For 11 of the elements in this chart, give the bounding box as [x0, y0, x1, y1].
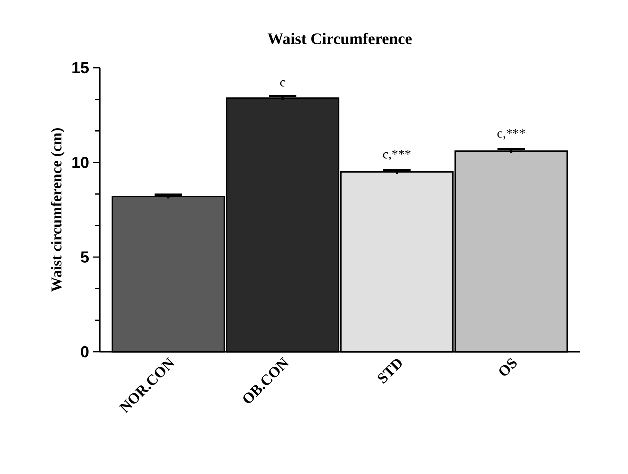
y-tick-label: 15 [72, 62, 90, 74]
chart-title: Waist Circumference [268, 32, 412, 44]
x-tick-label: OS [500, 358, 517, 376]
annotation: c,*** [383, 150, 411, 161]
y-axis-title: Waist circumference (cm) [51, 128, 65, 292]
y-tick-label: 5 [81, 252, 90, 263]
y-tick-label: 10 [72, 157, 89, 168]
annotation: c,*** [498, 129, 526, 140]
y-tick-label: 0 [81, 346, 89, 358]
x-tick-label: STD [378, 359, 402, 384]
annotation: c [280, 80, 286, 87]
